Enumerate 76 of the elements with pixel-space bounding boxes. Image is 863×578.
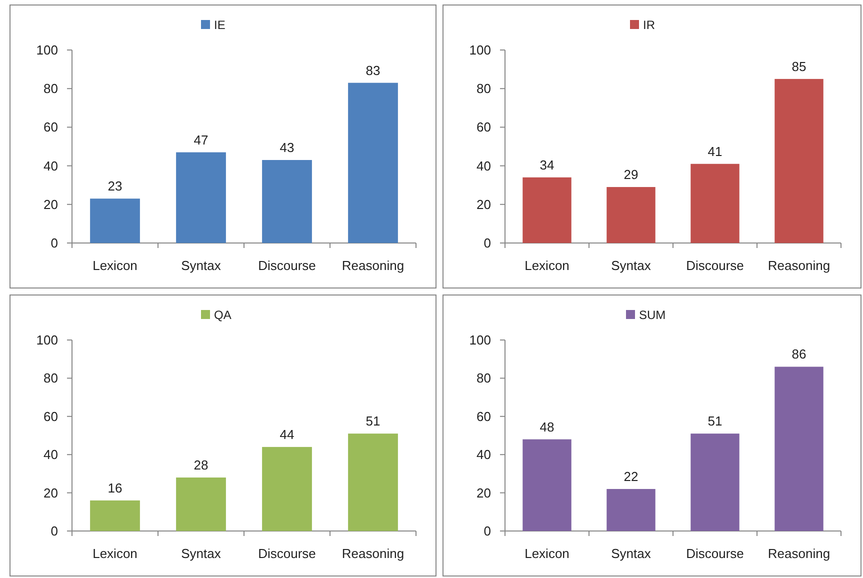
bar	[262, 160, 312, 243]
legend-label: IR	[643, 18, 656, 32]
data-label: 85	[792, 58, 806, 74]
y-tick-label: 40	[476, 447, 491, 462]
x-tick-label: Reasoning	[342, 546, 404, 561]
data-label: 28	[194, 458, 208, 473]
data-label: 29	[624, 167, 638, 182]
y-tick-label: 80	[476, 370, 491, 386]
data-label: 34	[540, 157, 554, 172]
y-tick-label: 0	[484, 236, 491, 250]
bar	[90, 198, 140, 243]
bar	[176, 152, 226, 243]
bar	[90, 500, 140, 531]
legend-label: QA	[214, 308, 232, 322]
bar	[690, 434, 740, 531]
x-tick-label: Discourse	[686, 546, 744, 561]
x-tick-label: Discourse	[258, 546, 316, 561]
data-label: 23	[108, 178, 122, 194]
bar	[262, 446, 312, 531]
bar	[176, 478, 226, 531]
x-tick-label: Reasoning	[768, 258, 830, 273]
y-tick-label: 20	[476, 196, 491, 212]
bar	[690, 164, 740, 243]
bar	[774, 78, 824, 243]
y-tick-label: 100	[36, 332, 58, 348]
legend-label: IE	[214, 18, 226, 32]
x-tick-label: Reasoning	[768, 546, 830, 561]
y-tick-label: 60	[476, 408, 491, 424]
x-tick-label: Syntax	[611, 258, 652, 273]
bar	[606, 187, 656, 243]
x-tick-label: Lexicon	[92, 258, 138, 273]
data-label: 43	[280, 140, 294, 156]
x-tick-label: Syntax	[611, 546, 652, 561]
data-label: 51	[366, 414, 380, 429]
bar	[522, 177, 572, 243]
y-tick-label: 0	[50, 524, 58, 538]
y-tick-label: 80	[44, 81, 58, 96]
bar	[348, 434, 398, 531]
x-tick-label: Discourse	[258, 258, 316, 273]
y-tick-label: 100	[469, 332, 491, 348]
bar	[606, 488, 656, 531]
x-tick-label: Syntax	[181, 546, 222, 561]
y-tick-label: 80	[476, 81, 491, 96]
y-tick-label: 40	[44, 447, 58, 462]
x-tick-label: Lexicon	[524, 546, 570, 561]
data-label: 44	[280, 426, 294, 442]
bar	[774, 366, 824, 531]
bar	[348, 82, 398, 243]
x-tick-label: Lexicon	[92, 546, 138, 561]
y-tick-label: 20	[476, 485, 491, 500]
x-tick-label: Reasoning	[342, 258, 404, 273]
y-tick-label: 60	[476, 120, 491, 135]
y-tick-label: 60	[44, 120, 58, 135]
y-tick-label: 0	[484, 524, 491, 538]
data-label: 22	[624, 468, 638, 484]
bar	[522, 439, 572, 531]
data-label: 51	[708, 414, 722, 429]
y-tick-label: 80	[44, 370, 58, 386]
x-tick-label: Discourse	[686, 258, 744, 273]
y-tick-label: 100	[36, 42, 58, 58]
data-label: 41	[708, 144, 722, 159]
data-label: 47	[194, 132, 208, 148]
x-tick-label: Lexicon	[524, 258, 570, 273]
data-label: 16	[108, 480, 122, 496]
y-tick-label: 40	[476, 158, 491, 174]
y-tick-label: 0	[50, 236, 58, 250]
legend-label: SUM	[639, 308, 666, 322]
data-label: 83	[366, 62, 380, 78]
y-tick-label: 100	[469, 42, 491, 58]
y-tick-label: 20	[44, 196, 58, 212]
y-tick-label: 40	[44, 158, 58, 174]
y-tick-label: 20	[44, 485, 58, 500]
x-tick-label: Syntax	[181, 258, 222, 273]
y-tick-label: 60	[44, 408, 58, 424]
data-label: 48	[540, 419, 554, 434]
data-label: 86	[792, 346, 806, 362]
